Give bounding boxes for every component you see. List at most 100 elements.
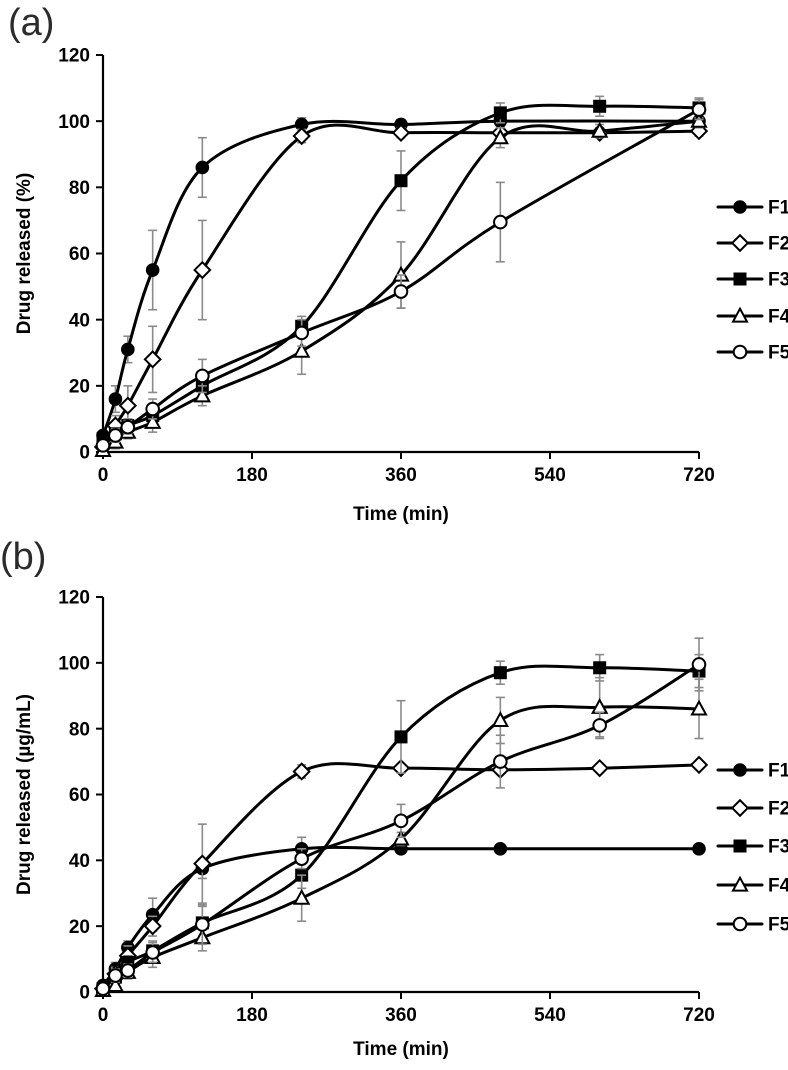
open-circle-marker	[195, 917, 210, 932]
y-tick-label: 60	[69, 785, 90, 806]
series-F5	[95, 637, 707, 997]
y-tick-label: 120	[58, 46, 90, 67]
y-tick-label: 60	[69, 244, 90, 265]
open-diamond-marker	[143, 350, 162, 369]
open-triangle-marker	[106, 976, 125, 993]
open-diamond-marker	[730, 233, 750, 253]
x-tick-label: 540	[534, 1005, 566, 1026]
x-tick-label: 720	[683, 1005, 715, 1026]
filled-square-marker	[394, 174, 408, 188]
open-circle-marker	[732, 916, 748, 932]
filled-circle-marker	[692, 842, 706, 856]
y-tick-label: 80	[69, 178, 90, 199]
y-tick-label: 20	[69, 376, 90, 397]
open-circle-marker	[691, 657, 707, 672]
y-tick-label: 20	[69, 917, 90, 938]
x-tick-label: 360	[385, 465, 417, 486]
series-F1	[96, 836, 706, 993]
x-axis-title: Time (min)	[353, 1039, 449, 1060]
panel-b-chart: 0 20 40 60 80 100 120 0 180 360 540 720 Time (min) Dr…	[14, 588, 788, 1060]
legend-item-F4: F4	[716, 306, 788, 328]
legend-item-F4: F4	[716, 875, 788, 897]
y-tick-label: 0	[79, 443, 90, 464]
open-diamond-marker	[391, 123, 411, 142]
y-tick-label: 80	[69, 719, 90, 740]
filled-circle-marker	[108, 392, 123, 406]
filled-circle-marker	[195, 160, 210, 175]
open-circle-marker	[592, 718, 607, 733]
axes: 0 20 40 60 80 100 120 0 180 360 540 720	[58, 46, 715, 486]
filled-circle-marker	[733, 763, 747, 777]
filled-square-marker	[493, 106, 507, 120]
legend-label: F1	[768, 761, 788, 782]
open-diamond-marker	[143, 916, 162, 936]
filled-square-marker	[394, 730, 408, 744]
open-circle-marker	[195, 368, 210, 384]
filled-square-marker	[733, 272, 747, 286]
panel-b-label: (b)	[0, 536, 47, 578]
open-diamond-marker	[193, 854, 212, 873]
legend-label: F2	[768, 234, 788, 255]
open-circle-marker	[95, 438, 111, 453]
legend-item-F3: F3	[716, 270, 788, 291]
legend-item-F5: F5	[716, 343, 788, 364]
legend: F1 F2 F3 F4 F5	[716, 761, 788, 936]
open-triangle-marker	[491, 128, 510, 145]
open-circle-marker	[108, 968, 123, 983]
open-triangle-marker	[143, 412, 162, 429]
filled-square-marker	[733, 839, 747, 853]
legend-item-F5: F5	[716, 915, 788, 936]
legend-label: F5	[768, 915, 788, 936]
open-triangle-marker	[690, 699, 708, 716]
open-circle-marker	[393, 284, 409, 299]
panel-a-chart: 0 20 40 60 80 100 120 0 180 360 540 720 Time (min) Dr…	[14, 46, 788, 525]
open-circle-marker	[493, 754, 508, 769]
open-circle-marker	[294, 851, 309, 866]
legend-label: F4	[768, 307, 788, 328]
open-circle-marker	[294, 325, 309, 341]
legend-item-F2: F2	[716, 233, 788, 255]
legend: F1 F2 F3 F4 F5	[716, 198, 788, 364]
open-circle-marker	[145, 945, 160, 960]
filled-square-marker	[593, 99, 607, 113]
x-tick-label: 360	[385, 1005, 417, 1026]
open-triangle-marker	[731, 875, 749, 892]
x-tick-label: 540	[534, 465, 566, 486]
y-axis-title: Drug released (%)	[14, 173, 35, 335]
x-axis-title: Time (min)	[353, 504, 449, 525]
open-diamond-marker	[118, 396, 138, 415]
y-tick-label: 100	[58, 112, 90, 133]
x-tick-label: 720	[683, 465, 715, 486]
open-circle-marker	[120, 419, 136, 435]
filled-circle-marker	[121, 342, 135, 357]
legend-item-F1: F1	[716, 198, 788, 219]
filled-square-marker	[593, 661, 607, 675]
open-triangle-marker	[193, 386, 212, 403]
filled-square-marker	[493, 666, 507, 680]
legend-label: F2	[768, 799, 788, 820]
legend-item-F3: F3	[716, 837, 788, 858]
x-tick-label: 180	[236, 465, 268, 486]
open-diamond-marker	[590, 758, 609, 778]
y-axis-title: Drug released (µg/mL)	[14, 694, 35, 895]
x-tick-label: 0	[98, 465, 109, 486]
open-circle-marker	[120, 963, 136, 978]
open-diamond-marker	[730, 798, 750, 818]
open-circle-marker	[95, 981, 111, 997]
open-circle-marker	[493, 214, 508, 230]
filled-circle-marker	[733, 200, 747, 214]
open-circle-marker	[145, 401, 160, 417]
open-circle-marker	[108, 428, 123, 443]
open-diamond-marker	[292, 762, 311, 781]
y-tick-label: 120	[58, 588, 90, 609]
series-F5	[95, 98, 707, 453]
legend-label: F3	[768, 837, 788, 858]
open-triangle-marker	[491, 711, 510, 728]
open-circle-marker	[732, 344, 748, 360]
y-tick-label: 40	[69, 310, 90, 331]
filled-circle-marker	[493, 842, 508, 856]
legend-label: F4	[768, 876, 788, 897]
axes: 0 20 40 60 80 100 120 0 180 360 540 720	[58, 588, 715, 1026]
legend-label: F5	[768, 343, 788, 364]
